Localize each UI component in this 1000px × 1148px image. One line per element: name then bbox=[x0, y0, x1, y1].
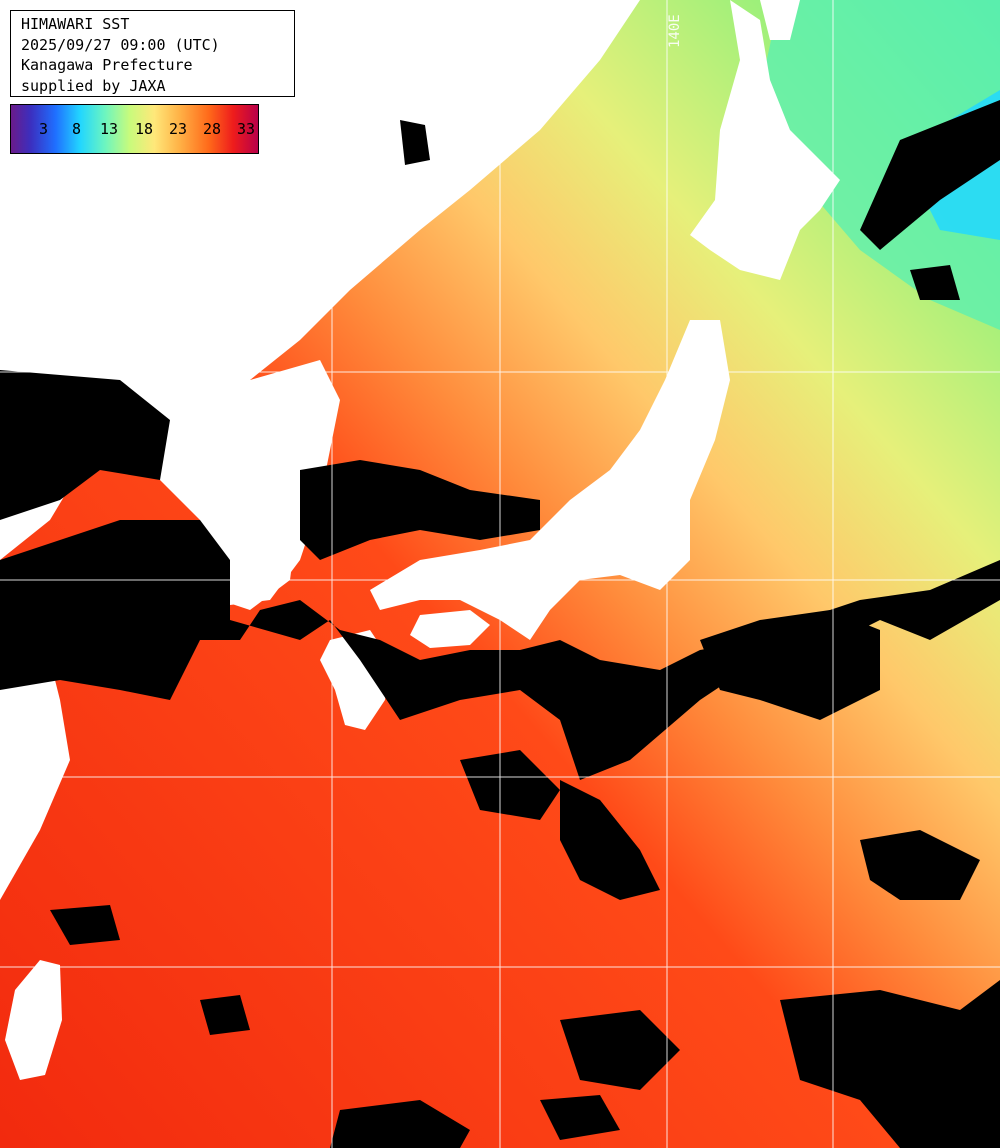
lat-30n-label: 30N bbox=[22, 760, 48, 776]
cold-current bbox=[760, 0, 1000, 330]
legend-tick: 18 bbox=[135, 120, 154, 138]
land-honshu bbox=[370, 320, 730, 640]
land-korea bbox=[215, 360, 340, 605]
legend-tick: 13 bbox=[100, 120, 119, 138]
data-credit: supplied by JAXA bbox=[21, 76, 166, 95]
land-taiwan bbox=[5, 960, 62, 1080]
region-name: Kanagawa Prefecture bbox=[21, 56, 193, 74]
observation-datetime: 2025/09/27 09:00 (UTC) bbox=[21, 35, 220, 54]
land-hokkaido bbox=[690, 0, 840, 280]
legend-tick: 8 bbox=[72, 120, 82, 138]
product-title: HIMAWARI SST bbox=[21, 15, 130, 33]
legend-tick: 3 bbox=[39, 120, 49, 138]
info-box: HIMAWARI SST 2025/09/27 09:00 (UTC) Kana… bbox=[10, 10, 295, 97]
temperature-colorbar: 3 8 13 18 23 28 33 bbox=[10, 104, 259, 154]
land-sakhalin bbox=[760, 0, 800, 40]
land-shikoku bbox=[410, 610, 490, 648]
legend-tick: 33 bbox=[237, 120, 256, 138]
legend-tick: 28 bbox=[203, 120, 222, 138]
legend-tick: 23 bbox=[169, 120, 188, 138]
lon-140e-label: 140E bbox=[667, 14, 683, 48]
lat-40n-label: 40N bbox=[12, 353, 38, 369]
